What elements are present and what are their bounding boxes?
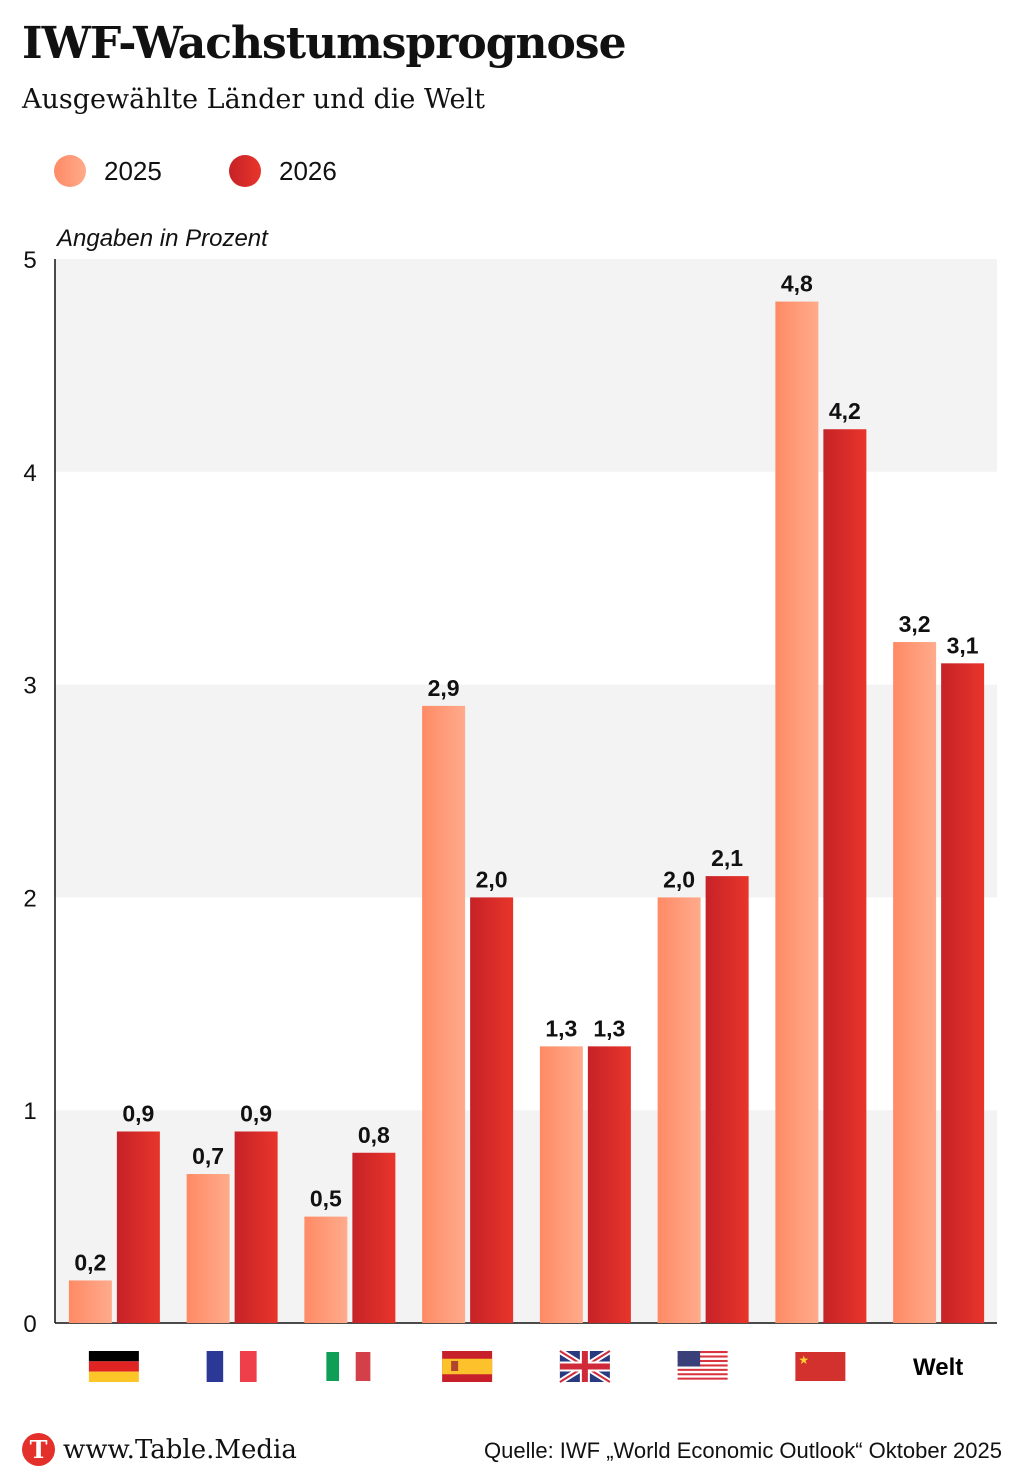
data-label-2025: 0,5 [310, 1186, 342, 1212]
y-tick-label: 0 [23, 1311, 36, 1338]
svg-text:Welt: Welt [913, 1354, 963, 1381]
chart-title: IWF-Wachstumsprognose [22, 18, 627, 69]
legend-swatch-2025 [54, 155, 86, 187]
bar-2025 [539, 1046, 583, 1323]
legend-label-2026: 2026 [279, 155, 337, 186]
bar-2025 [422, 705, 466, 1323]
data-label-2025: 3,2 [899, 611, 931, 637]
data-label-2026: 3,1 [947, 632, 979, 658]
bar-2026 [823, 429, 867, 1323]
data-label-2025: 2,0 [663, 866, 695, 892]
bar-2026 [941, 663, 985, 1323]
legend-item-2026: 2026 [229, 155, 337, 187]
italy-flag-icon [326, 1352, 371, 1381]
chart-subtitle: Ausgewählte Länder und die Welt [22, 84, 485, 115]
uk-flag-icon [558, 1348, 612, 1385]
data-label-2025: 4,8 [781, 271, 813, 297]
data-label-2025: 0,2 [74, 1249, 106, 1275]
data-label-2025: 0,7 [192, 1143, 224, 1169]
y-axis-label: Angaben in Prozent [57, 225, 268, 252]
data-label-2026: 4,2 [829, 398, 861, 424]
y-tick-label: 2 [23, 885, 36, 912]
svg-text:★: ★ [798, 1353, 809, 1367]
germany-flag-icon [88, 1351, 139, 1382]
data-label-2025: 1,3 [545, 1015, 577, 1041]
china-flag-icon: ★ [795, 1352, 846, 1381]
spain-flag-icon [442, 1351, 493, 1382]
category-label: Welt [913, 1354, 963, 1381]
usa-flag-icon [677, 1351, 728, 1382]
y-tick-label: 1 [23, 1098, 36, 1125]
bar-2026 [470, 897, 514, 1323]
bar-2026 [234, 1131, 278, 1323]
bar-2025 [657, 897, 701, 1323]
table-media-logo: T www.Table.Media [22, 1433, 297, 1466]
bar-2025 [186, 1174, 230, 1323]
data-label-2026: 0,9 [122, 1100, 154, 1126]
bar-2026 [352, 1152, 396, 1323]
france-flag-icon [206, 1351, 257, 1382]
legend-label-2025: 2025 [104, 155, 162, 186]
bar-2026 [116, 1131, 160, 1323]
data-label-2026: 0,9 [240, 1100, 272, 1126]
logo-icon: T [22, 1433, 55, 1466]
bar-2025 [304, 1216, 348, 1323]
data-label-2026: 1,3 [593, 1015, 625, 1041]
bar-2025 [68, 1280, 112, 1323]
source-note: Quelle: IWF „World Economic Outlook“ Okt… [483, 1438, 1002, 1463]
data-label-2025: 2,9 [428, 675, 460, 701]
data-label-2026: 2,1 [711, 845, 743, 871]
y-tick-label: 3 [23, 673, 36, 700]
data-label-2026: 0,8 [358, 1122, 390, 1148]
bar-2025 [893, 642, 937, 1323]
bar-2025 [775, 301, 819, 1323]
site-url: www.Table.Media [63, 1434, 297, 1465]
bar-2026 [587, 1046, 631, 1323]
y-tick-label: 5 [23, 247, 36, 274]
legend-swatch-2026 [229, 155, 261, 187]
y-tick-label: 4 [23, 460, 36, 487]
data-label-2026: 2,0 [476, 866, 508, 892]
bar-2026 [705, 876, 749, 1323]
legend-item-2025: 2025 [54, 155, 162, 187]
